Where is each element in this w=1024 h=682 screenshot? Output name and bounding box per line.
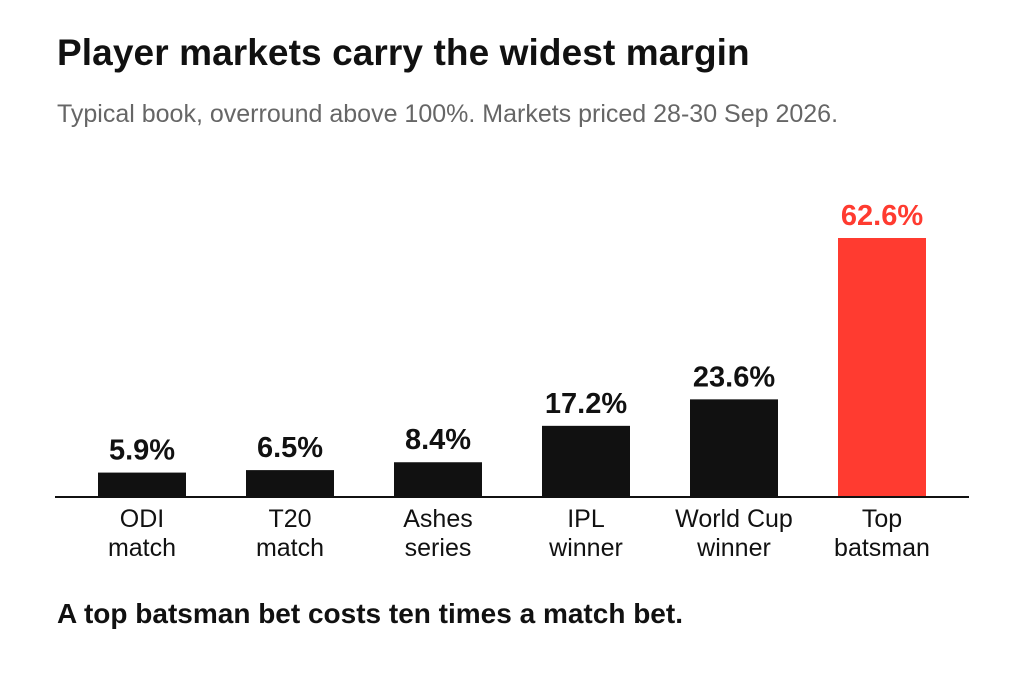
chart-title: Player markets carry the widest margin <box>57 32 750 73</box>
value-label-1: 6.5% <box>257 432 323 464</box>
category-label-1-line-0: T20 <box>268 505 311 533</box>
category-label-3-line-0: IPL <box>567 505 605 533</box>
category-label-5-line-0: Top <box>862 505 902 533</box>
bar-5 <box>838 238 926 497</box>
value-label-3: 17.2% <box>545 388 627 420</box>
bar-1 <box>246 470 334 497</box>
labels-group: 5.9%ODImatch6.5%T20match8.4%Ashesseries1… <box>108 200 930 562</box>
bar-4 <box>690 399 778 497</box>
category-label-0-line-1: match <box>108 534 176 562</box>
category-label-1-line-1: match <box>256 534 324 562</box>
chart-takeaway: A top batsman bet costs ten times a matc… <box>57 598 683 629</box>
category-label-0-line-0: ODI <box>120 505 164 533</box>
category-label-2-line-0: Ashes <box>403 505 472 533</box>
value-label-4: 23.6% <box>693 361 775 393</box>
value-label-2: 8.4% <box>405 424 471 456</box>
category-label-3-line-1: winner <box>548 534 623 562</box>
value-label-5: 62.6% <box>841 200 923 232</box>
bar-2 <box>394 462 482 497</box>
category-label-2-line-1: series <box>405 534 472 562</box>
chart-subtitle: Typical book, overround above 100%. Mark… <box>57 100 839 128</box>
category-label-4-line-1: winner <box>696 534 771 562</box>
bars-group <box>98 238 926 497</box>
bar-0 <box>98 472 186 497</box>
category-label-4-line-0: World Cup <box>675 505 793 533</box>
category-label-5-line-1: batsman <box>834 534 930 562</box>
bar-3 <box>542 425 630 497</box>
value-label-0: 5.9% <box>109 435 175 467</box>
